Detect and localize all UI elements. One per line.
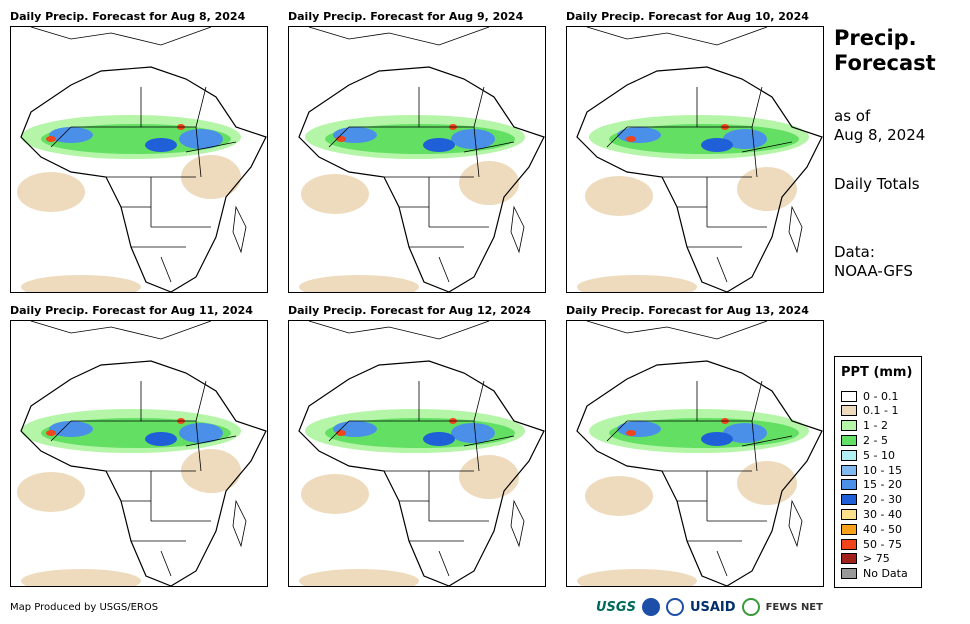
forecast-panel-4: Daily Precip. Forecast for Aug 11, 2024 (10, 304, 270, 589)
footer-credit: Map Produced by USGS/EROS (10, 602, 159, 613)
panel-title: Daily Precip. Forecast for Aug 13, 2024 (566, 304, 809, 317)
panel-title: Daily Precip. Forecast for Aug 10, 2024 (566, 10, 809, 23)
legend-swatch (841, 449, 857, 461)
legend-swatch (841, 508, 857, 520)
legend-item: 0.1 - 1 (841, 404, 898, 418)
legend-swatch (841, 479, 857, 491)
legend-label: 15 - 20 (863, 478, 902, 492)
precip-map (10, 320, 268, 587)
legend-label: 40 - 50 (863, 522, 902, 536)
usgs-logo: USGS (596, 599, 636, 615)
legend-item: 5 - 10 (841, 448, 895, 462)
logo-strip: USGS USAID FEWS NET (596, 596, 823, 618)
legend-item: No Data (841, 567, 908, 581)
forecast-panel-5: Daily Precip. Forecast for Aug 12, 2024 (288, 304, 548, 589)
legend-swatch (841, 538, 857, 550)
legend-swatch (841, 494, 857, 506)
legend-item: 2 - 5 (841, 433, 888, 447)
legend-item: 0 - 0.1 (841, 389, 898, 403)
legend-label: 0 - 0.1 (863, 389, 899, 403)
legend-swatch (841, 553, 857, 565)
legend-item: 1 - 2 (841, 419, 888, 433)
precip-map (566, 320, 824, 587)
legend-item: 30 - 40 (841, 507, 902, 521)
legend-label: 2 - 5 (863, 433, 888, 447)
panel-title: Daily Precip. Forecast for Aug 9, 2024 (288, 10, 524, 23)
panel-title: Daily Precip. Forecast for Aug 8, 2024 (10, 10, 246, 23)
data-label: Data: (834, 243, 875, 261)
forecast-panel-6: Daily Precip. Forecast for Aug 13, 2024 (566, 304, 826, 589)
legend-label: 20 - 30 (863, 493, 902, 507)
legend-item: > 75 (841, 552, 890, 566)
legend-item: 50 - 75 (841, 537, 902, 551)
legend-swatch (841, 568, 857, 580)
legend-swatch (841, 420, 857, 432)
title-line-2: Forecast (834, 51, 936, 75)
precip-map (288, 26, 546, 293)
legend-swatch (841, 390, 857, 402)
legend-swatch (841, 523, 857, 535)
data-source: NOAA-GFS (834, 262, 913, 280)
legend-swatch (841, 434, 857, 446)
as-of-block: as of Aug 8, 2024 (834, 107, 925, 145)
legend-label: > 75 (863, 552, 890, 566)
forecast-panel-1: Daily Precip. Forecast for Aug 8, 2024 (10, 10, 270, 295)
title-line-1: Precip. (834, 26, 917, 50)
legend-title: PPT (mm) (841, 365, 913, 380)
usda-icon (665, 598, 684, 616)
page-title: Precip. Forecast (834, 26, 936, 76)
legend-label: No Data (863, 567, 908, 581)
forecast-panel-3: Daily Precip. Forecast for Aug 10, 2024 (566, 10, 826, 295)
precip-map (566, 26, 824, 293)
legend-label: 0.1 - 1 (863, 404, 899, 418)
noaa-icon (641, 598, 660, 616)
panel-title: Daily Precip. Forecast for Aug 11, 2024 (10, 304, 253, 317)
data-source-block: Data: NOAA-GFS (834, 243, 913, 281)
legend-item: 20 - 30 (841, 493, 902, 507)
legend-label: 10 - 15 (863, 463, 902, 477)
legend-item: 15 - 20 (841, 478, 902, 492)
legend-label: 50 - 75 (863, 537, 902, 551)
precip-map (288, 320, 546, 587)
legend-label: 1 - 2 (863, 419, 888, 433)
legend-label: 30 - 40 (863, 507, 902, 521)
legend-swatch (841, 405, 857, 417)
as-of-date: Aug 8, 2024 (834, 126, 926, 144)
legend-swatch (841, 464, 857, 476)
as-of-label: as of (834, 107, 871, 125)
legend-item: 10 - 15 (841, 463, 902, 477)
usaid-logo: USAID (689, 599, 736, 615)
forecast-panel-2: Daily Precip. Forecast for Aug 9, 2024 (288, 10, 548, 295)
panel-title: Daily Precip. Forecast for Aug 12, 2024 (288, 304, 531, 317)
precip-map (10, 26, 268, 293)
legend-item: 40 - 50 (841, 522, 902, 536)
totals-label: Daily Totals (834, 175, 920, 193)
globe-icon (741, 598, 760, 616)
legend-label: 5 - 10 (863, 448, 895, 462)
fews-net-logo: FEWS NET (765, 601, 823, 613)
